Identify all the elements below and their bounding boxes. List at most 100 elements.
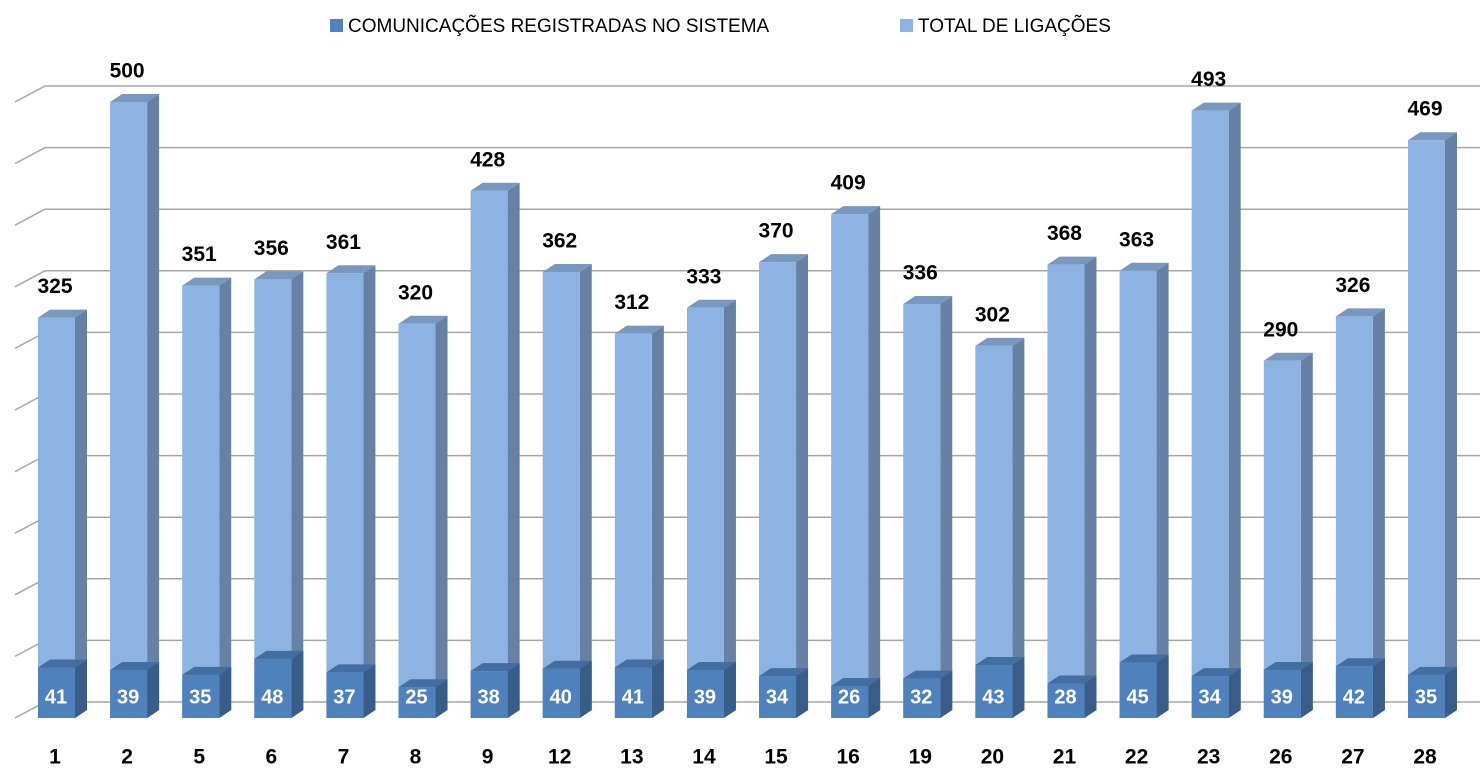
data-label: 361 (326, 231, 361, 254)
data-label: 362 (542, 230, 577, 253)
x-tick-label: 12 (548, 746, 571, 769)
grid-line (14, 701, 1480, 719)
x-tick-label: 6 (265, 746, 277, 769)
bar (1119, 662, 1157, 718)
bar (542, 668, 580, 718)
bar-top (1335, 308, 1385, 317)
bar-side (147, 661, 160, 718)
data-label: 35 (189, 686, 211, 708)
bar-side (1084, 256, 1097, 718)
x-tick-label: 8 (410, 746, 422, 769)
bar-top (398, 315, 448, 324)
bar (470, 190, 508, 719)
bar (1119, 270, 1157, 718)
bar-top (38, 309, 87, 318)
bar (1047, 264, 1085, 718)
bar (686, 307, 724, 718)
data-label: 428 (470, 148, 505, 171)
data-label: 363 (1119, 228, 1154, 251)
bar-top (1191, 102, 1241, 111)
bar-side (1084, 675, 1097, 718)
bar-side (651, 659, 664, 718)
bar (326, 672, 364, 718)
data-label: 37 (333, 686, 355, 708)
bar (903, 678, 941, 718)
x-tick-label: 27 (1341, 746, 1364, 769)
bar-side (1012, 657, 1025, 718)
bar (38, 317, 75, 718)
bar (614, 333, 652, 718)
data-label: 35 (1415, 686, 1437, 708)
bar-side (1012, 337, 1025, 718)
bar-side (1156, 654, 1169, 718)
bar-top (903, 296, 953, 305)
grid-line (14, 146, 1480, 165)
bar-top (470, 663, 520, 672)
bar (1263, 360, 1301, 718)
bar-top (1408, 666, 1457, 675)
bar-side (940, 670, 953, 718)
x-tick-label: 20 (981, 746, 1004, 769)
bar-top (1408, 132, 1457, 141)
bar-side (796, 254, 809, 718)
data-label: 25 (405, 686, 427, 708)
bar-top (254, 650, 304, 659)
x-tick-label: 14 (692, 746, 716, 769)
bar (398, 323, 436, 718)
bar-top (1047, 256, 1097, 265)
x-tick-label: 19 (909, 746, 932, 769)
grid-line (14, 454, 1480, 473)
bar (831, 214, 869, 718)
bar-top (1119, 654, 1169, 663)
bar (831, 685, 869, 718)
bar (975, 665, 1013, 718)
bar-side (1228, 668, 1241, 718)
data-label: 493 (1191, 68, 1226, 91)
grid-line (14, 639, 1480, 658)
x-tick-label: 13 (620, 746, 643, 769)
bar-side (507, 182, 520, 719)
grid-line (14, 85, 1480, 103)
bar-top (110, 94, 160, 102)
bar-side (75, 309, 87, 718)
legend-swatch (330, 19, 343, 32)
data-label: 356 (254, 237, 289, 260)
bar-side (651, 325, 664, 718)
bar-top (326, 664, 376, 673)
bar-side (291, 650, 304, 718)
bar (1408, 674, 1445, 718)
bar-side (1228, 102, 1241, 718)
bar-side (219, 666, 232, 718)
bar-top (759, 254, 809, 263)
bar-top (686, 299, 736, 308)
bar-side (1372, 308, 1385, 718)
data-label: 40 (550, 686, 572, 708)
data-label: 34 (1199, 686, 1222, 708)
data-label: 326 (1335, 274, 1370, 297)
bar (1191, 110, 1229, 718)
bar-top (975, 657, 1025, 666)
x-tick-label: 28 (1413, 746, 1437, 769)
grid-line (14, 578, 1480, 596)
bar (1263, 669, 1301, 718)
data-label: 39 (694, 686, 716, 708)
bar-side (868, 677, 881, 718)
bar-top (326, 265, 376, 274)
bar (1191, 676, 1229, 718)
bar (759, 262, 797, 718)
bar-side (363, 265, 376, 718)
bar-top (182, 277, 232, 286)
legend-swatch (900, 19, 913, 32)
legend-label: COMUNICAÇÕES REGISTRADAS NO SISTEMA (348, 15, 770, 37)
bar-top (1335, 658, 1385, 667)
bar-side (1372, 658, 1385, 718)
bar-side (291, 271, 304, 718)
data-label: 48 (261, 686, 283, 708)
bar-side (940, 296, 953, 718)
bar-top (542, 660, 592, 669)
data-label: 43 (982, 686, 1004, 708)
data-label: 312 (614, 291, 649, 314)
bar (110, 102, 148, 718)
data-label: 320 (398, 281, 433, 304)
bar-top (1191, 668, 1241, 677)
